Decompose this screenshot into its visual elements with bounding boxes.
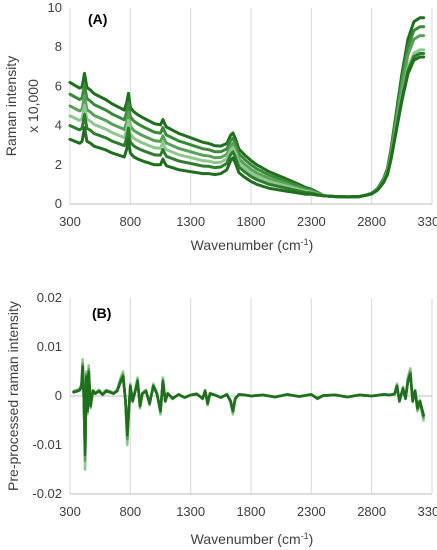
panel-a-label: (A) bbox=[88, 11, 107, 27]
panel-a-y-tick-label: 0 bbox=[55, 196, 62, 211]
panel-a-y-tick-label: 4 bbox=[55, 118, 62, 133]
panel-a-y-multiplier: x 10,000 bbox=[25, 79, 41, 133]
panel-b-x-tick-label: 1300 bbox=[176, 504, 205, 519]
panel-b-y-tick-labels: -0.02 -0.01 0 0.01 0.02 bbox=[32, 290, 62, 501]
panel-a-x-tick-label: 1300 bbox=[176, 214, 205, 229]
panel-a-x-tick-label: 1800 bbox=[237, 214, 266, 229]
panel-a-spectrum-line-6 bbox=[68, 55, 426, 199]
panel-a-y-tick-label: 10 bbox=[48, 0, 62, 15]
panel-a-y-tick-labels: 0 2 4 6 8 10 bbox=[48, 0, 62, 211]
panel-b-x-axis-title: Wavenumber (cm-1) bbox=[191, 531, 314, 547]
panel-a-x-axis-title-sup: -1 bbox=[301, 237, 309, 247]
panel-b-y-tick-label: 0 bbox=[55, 388, 62, 403]
panel-a-series-group bbox=[68, 16, 426, 199]
panel-b-y-tick-label: -0.02 bbox=[32, 486, 62, 501]
panel-b-x-tick-label: 800 bbox=[119, 504, 141, 519]
panel-a-y-tick-label: 6 bbox=[55, 78, 62, 93]
panel-a-y-tick-label: 8 bbox=[55, 39, 62, 54]
panel-b-y-axis-title: Pre-processed raman intensity bbox=[5, 301, 21, 491]
panel-b-spectrum-line-4 bbox=[72, 365, 425, 457]
panel-b-x-tick-label: 2300 bbox=[297, 504, 326, 519]
panel-a-x-axis-title-main: Wavenumber (cm bbox=[191, 237, 301, 253]
panel-b-x-tick-label: 300 bbox=[59, 504, 81, 519]
panel-b-x-axis-title-main: Wavenumber (cm bbox=[191, 531, 301, 547]
panel-a-gridlines bbox=[69, 8, 433, 205]
panel-b-label: (B) bbox=[92, 305, 111, 321]
panel-a-y-tick-label: 2 bbox=[55, 157, 62, 172]
panel-b-y-tick-label: 0.02 bbox=[37, 290, 62, 305]
panel-b-x-axis-title-end: ) bbox=[309, 531, 314, 547]
panel-a-y-axis-title: Raman intensity bbox=[3, 56, 19, 156]
panel-a-x-tick-label: 300 bbox=[59, 214, 81, 229]
panel-a-x-tick-label: 800 bbox=[119, 214, 141, 229]
panel-a-x-tick-label: 2800 bbox=[357, 214, 386, 229]
panel-a-spectrum-line-5 bbox=[68, 52, 426, 199]
panel-a-x-axis-title-end: ) bbox=[309, 237, 314, 253]
panel-a-x-axis-title: Wavenumber (cm-1) bbox=[191, 237, 314, 253]
panel-b-y-tick-label: -0.01 bbox=[32, 437, 62, 452]
panel-b-x-axis-title-sup: -1 bbox=[301, 531, 309, 541]
panel-b-y-tick-label: 0.01 bbox=[37, 339, 62, 354]
panel-b-x-tick-label: 2800 bbox=[357, 504, 386, 519]
panel-b-x-tick-label: 1800 bbox=[237, 504, 266, 519]
panel-a-x-tick-label: 2300 bbox=[297, 214, 326, 229]
panel-b-series-group bbox=[72, 357, 425, 471]
